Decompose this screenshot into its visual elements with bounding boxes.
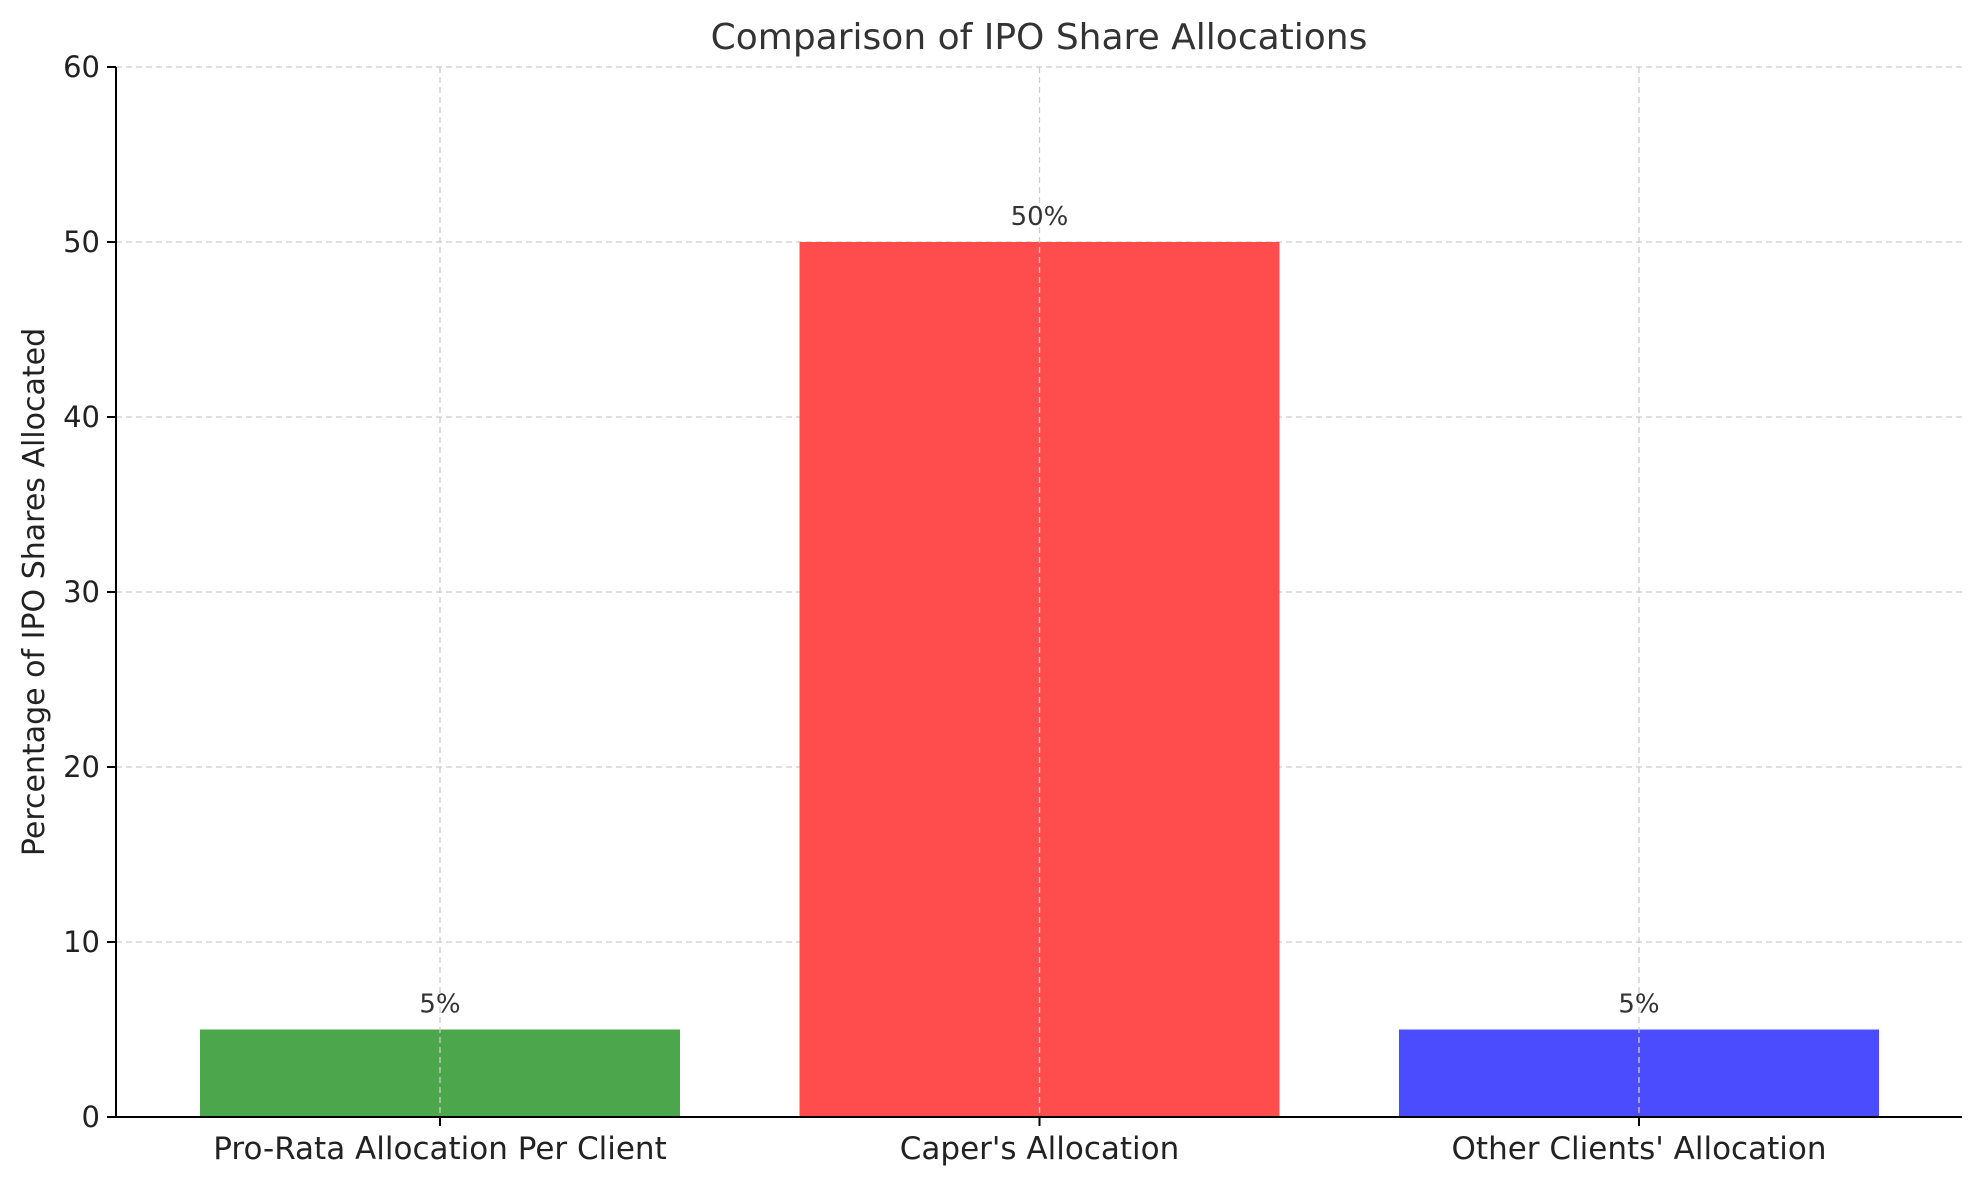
y-tick-label: 40 (63, 400, 100, 434)
y-tick-label: 50 (63, 225, 100, 259)
bar-value-label: 5% (419, 990, 460, 1020)
y-tick-label: 60 (63, 50, 100, 84)
y-tick-label: 20 (63, 750, 100, 784)
labels-layer: 5% 50% 5% (419, 67, 1660, 1117)
ticks-layer: 0 10 20 30 40 50 60 Pro-Rata Allocation Per Cli… (63, 50, 1826, 1167)
x-tick-label: Pro-Rata Allocation Per Client (213, 1131, 666, 1167)
y-tick-label: 30 (63, 575, 100, 609)
y-tick-label: 0 (82, 1100, 100, 1134)
bar-value-label: 50% (1011, 202, 1069, 232)
x-tick-label: Caper's Allocation (900, 1131, 1179, 1167)
bar-value-label: 5% (1618, 990, 1659, 1020)
y-tick-label: 10 (63, 925, 100, 959)
y-axis-label: Percentage of IPO Shares Allocated (17, 328, 52, 856)
x-tick-label: Other Clients' Allocation (1452, 1131, 1827, 1167)
chart-title: Comparison of IPO Share Allocations (711, 17, 1368, 58)
